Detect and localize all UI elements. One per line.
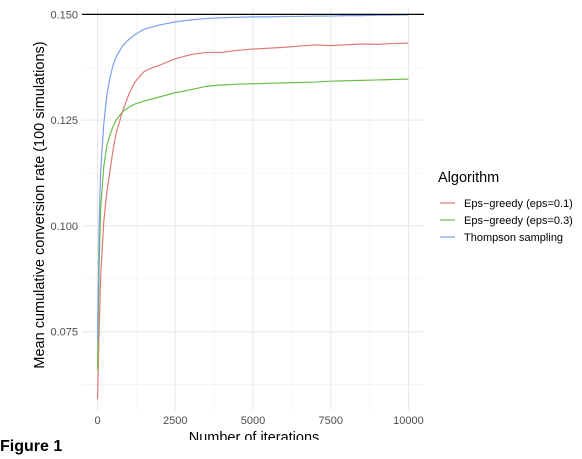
y-tick-label: 0.100 bbox=[50, 221, 78, 233]
x-tick-label: 5000 bbox=[241, 415, 265, 427]
figure-caption: Figure 1 bbox=[0, 438, 63, 455]
legend-title: Algorithm bbox=[438, 170, 499, 186]
x-axis-title: Number of iterations bbox=[189, 430, 320, 440]
x-tick-label: 2500 bbox=[163, 415, 187, 427]
series-line-3 bbox=[96, 14, 409, 341]
legend-items: Eps−greedy (eps=0.1) Eps−greedy (eps=0.3)… bbox=[440, 198, 573, 244]
x-tick-label: 0 bbox=[94, 415, 100, 427]
series-line-1 bbox=[96, 42, 409, 400]
y-axis-title: Mean cumulative conversion rate (100 sim… bbox=[32, 41, 48, 368]
series-lines bbox=[96, 14, 409, 400]
line-chart: 0 2500 5000 7500 10000 0.075 0.100 0.125 0.150 N… bbox=[32, 8, 573, 440]
series-line-2 bbox=[96, 78, 409, 370]
x-tick-label: 10000 bbox=[393, 415, 424, 427]
legend-label-3: Thompson sampling bbox=[464, 232, 563, 244]
legend-label-2: Eps−greedy (eps=0.3) bbox=[464, 215, 573, 227]
y-tick-label: 0.075 bbox=[50, 327, 78, 339]
y-tick-label: 0.125 bbox=[50, 115, 78, 127]
x-tick-label: 7500 bbox=[318, 415, 342, 427]
axis-ticks: 0 2500 5000 7500 10000 0.075 0.100 0.125 0.150 bbox=[50, 9, 423, 427]
y-tick-label: 0.150 bbox=[50, 9, 78, 21]
legend: Algorithm Eps−greedy (eps=0.1)Eps−greedy… bbox=[438, 170, 573, 244]
legend-label-1: Eps−greedy (eps=0.1) bbox=[464, 198, 573, 210]
gridlines bbox=[82, 8, 424, 410]
